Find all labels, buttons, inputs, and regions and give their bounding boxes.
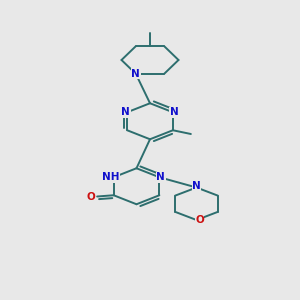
Text: N: N [131,69,140,79]
Text: O: O [86,191,95,202]
Text: N: N [121,107,130,117]
Text: N: N [170,107,179,117]
Text: N: N [192,181,201,191]
Text: O: O [195,215,204,225]
Text: NH: NH [102,172,119,182]
Text: N: N [157,172,165,182]
